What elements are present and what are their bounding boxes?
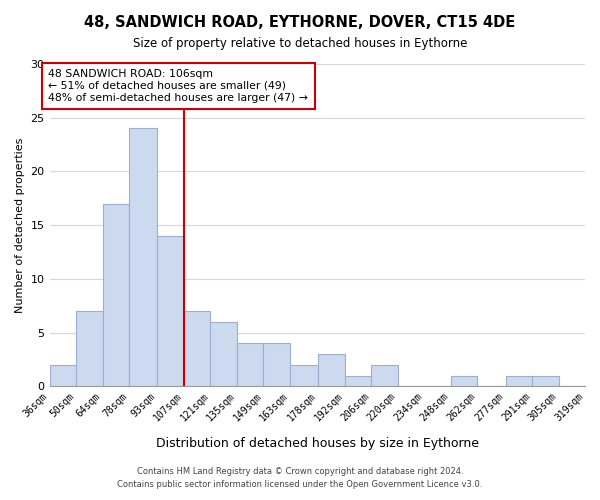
Bar xyxy=(290,365,318,386)
Bar xyxy=(211,322,237,386)
Text: 48 SANDWICH ROAD: 106sqm
← 51% of detached houses are smaller (49)
48% of semi-d: 48 SANDWICH ROAD: 106sqm ← 51% of detach… xyxy=(48,70,308,102)
Bar xyxy=(263,344,290,386)
Text: Size of property relative to detached houses in Eythorne: Size of property relative to detached ho… xyxy=(133,38,467,51)
Y-axis label: Number of detached properties: Number of detached properties xyxy=(15,138,25,313)
Bar xyxy=(76,311,103,386)
Bar xyxy=(129,128,157,386)
Text: Contains HM Land Registry data © Crown copyright and database right 2024.
Contai: Contains HM Land Registry data © Crown c… xyxy=(118,468,482,489)
Bar xyxy=(50,365,76,386)
Bar xyxy=(506,376,532,386)
Text: 48, SANDWICH ROAD, EYTHORNE, DOVER, CT15 4DE: 48, SANDWICH ROAD, EYTHORNE, DOVER, CT15… xyxy=(85,15,515,30)
Bar xyxy=(318,354,345,386)
Bar xyxy=(184,311,211,386)
Bar xyxy=(345,376,371,386)
Bar xyxy=(532,376,559,386)
Bar xyxy=(237,344,263,386)
X-axis label: Distribution of detached houses by size in Eythorne: Distribution of detached houses by size … xyxy=(156,437,479,450)
Bar xyxy=(451,376,477,386)
Bar xyxy=(157,236,184,386)
Bar xyxy=(371,365,398,386)
Bar xyxy=(103,204,129,386)
